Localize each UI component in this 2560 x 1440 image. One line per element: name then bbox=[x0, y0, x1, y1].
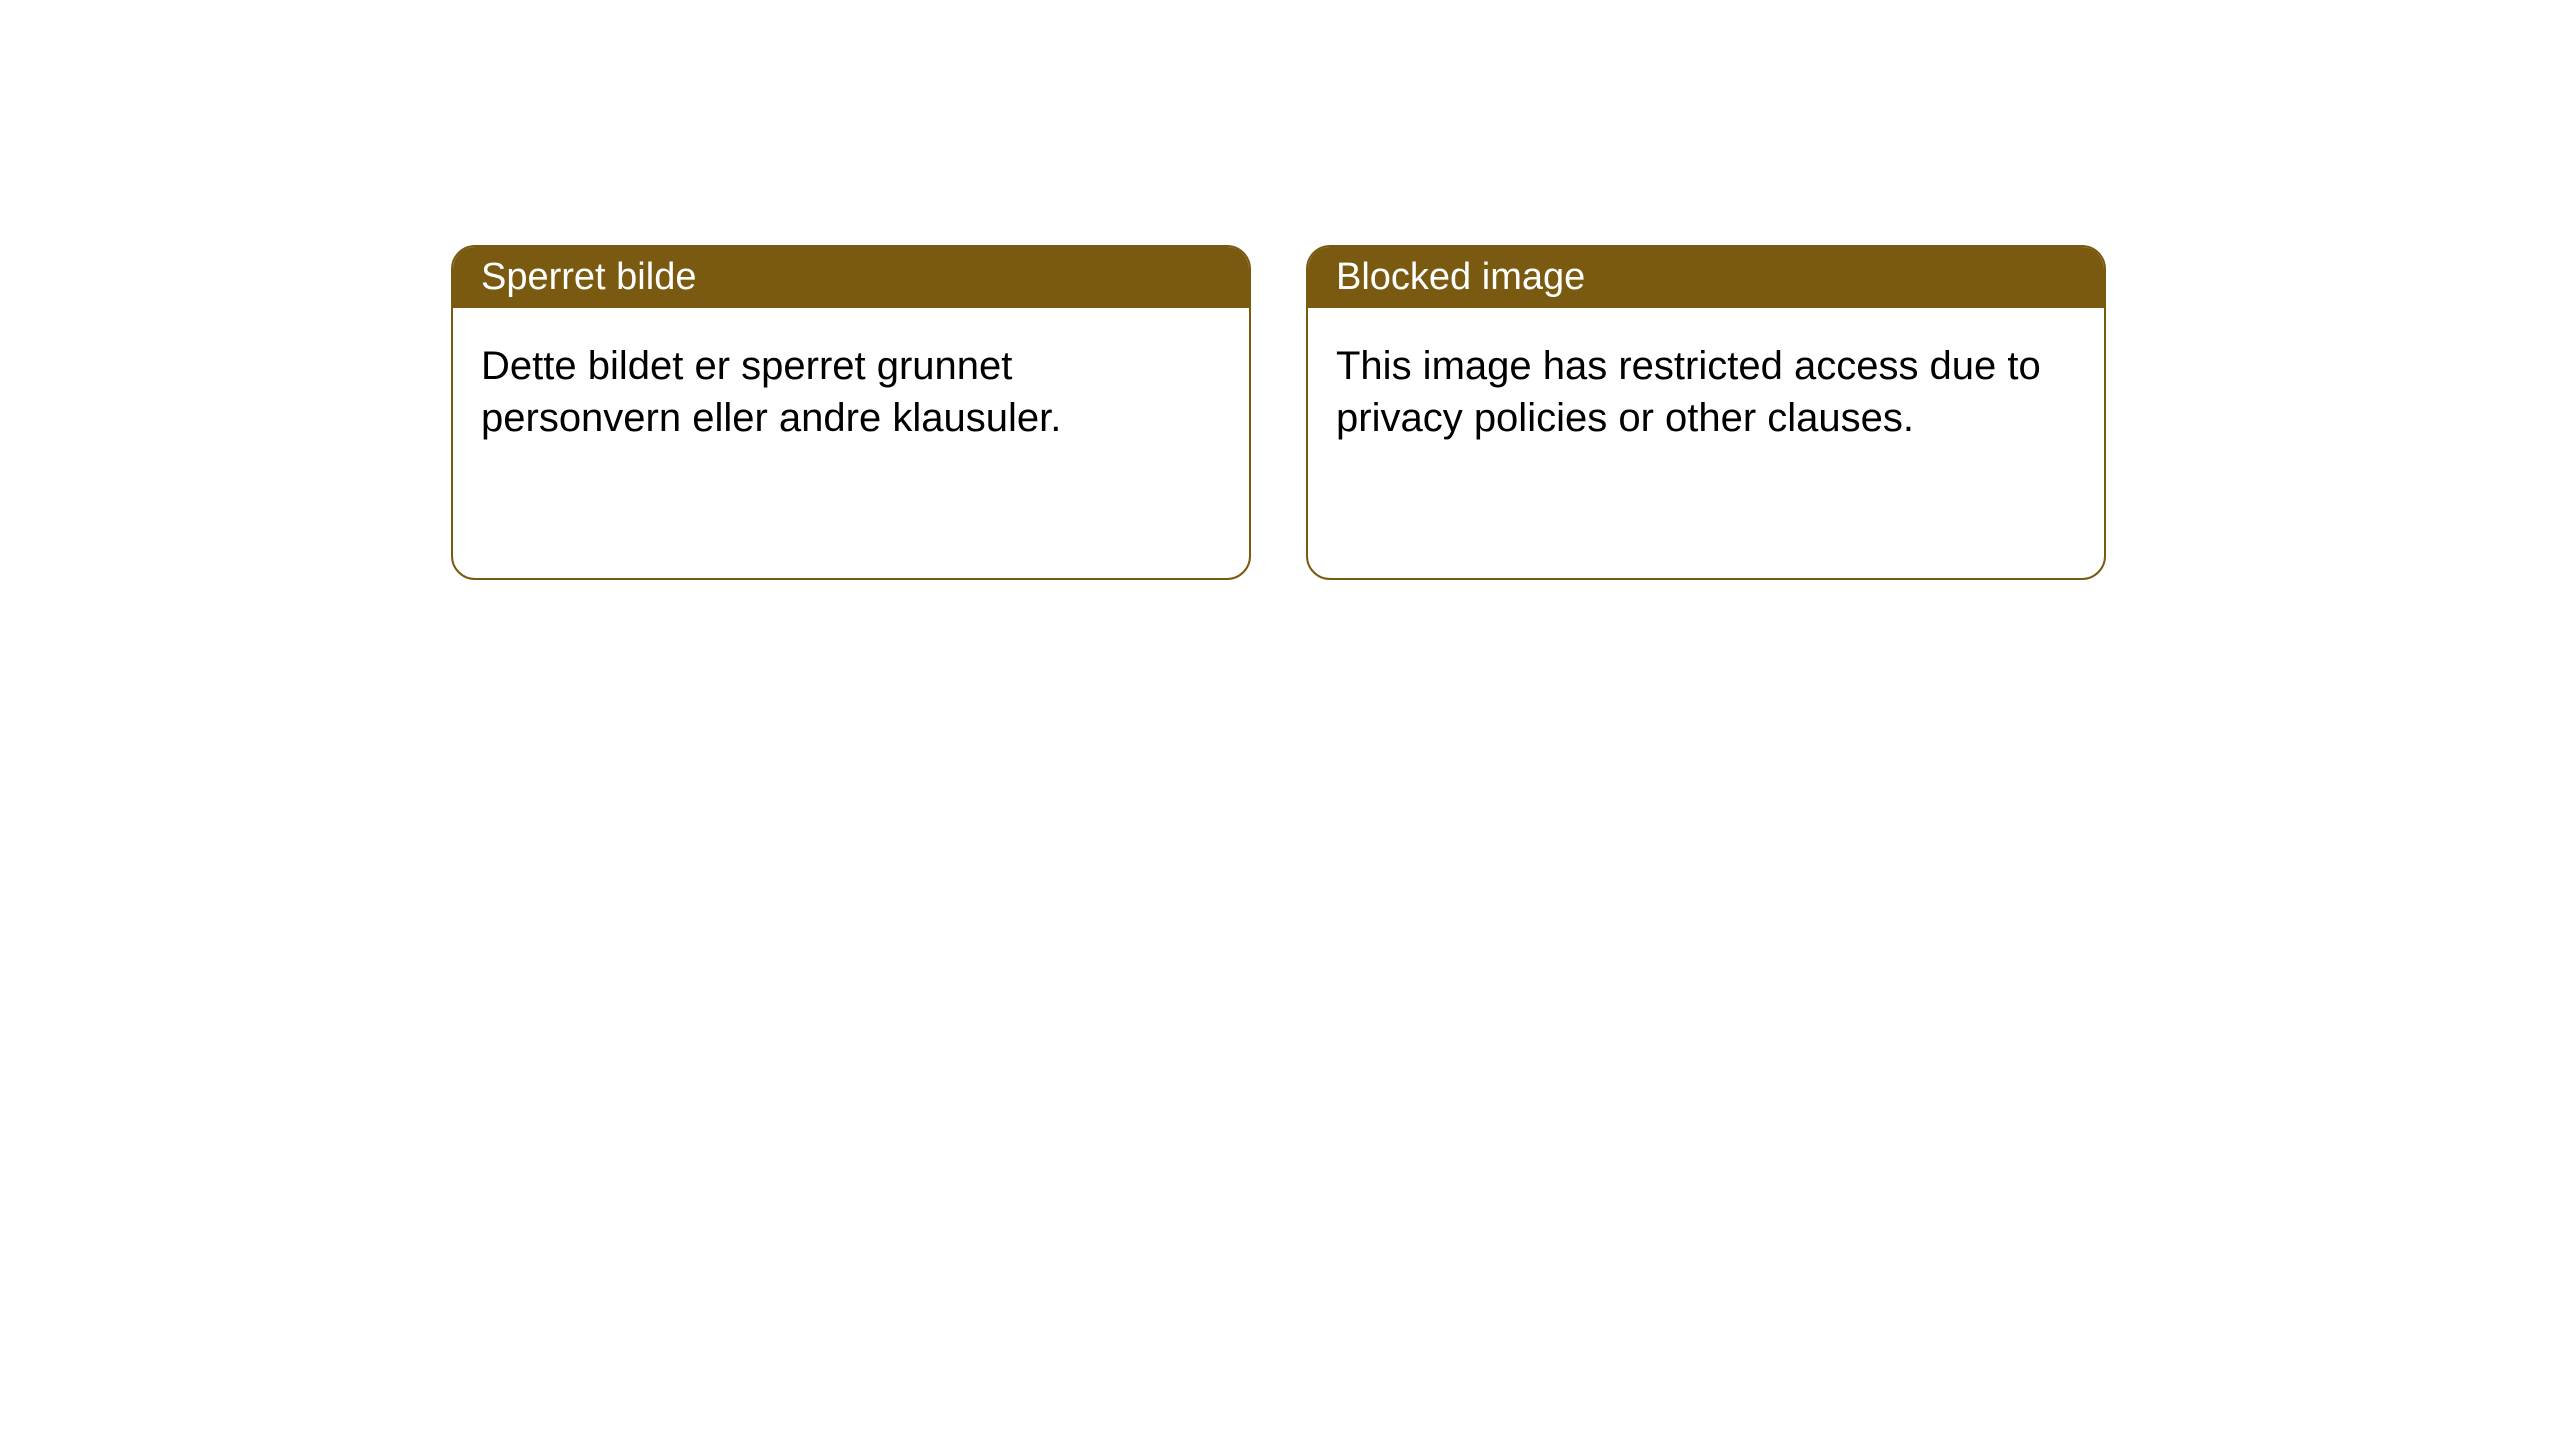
notice-body-text: Dette bildet er sperret grunnet personve… bbox=[481, 344, 1061, 440]
notice-card-english: Blocked image This image has restricted … bbox=[1306, 245, 2106, 580]
notice-card-norwegian: Sperret bilde Dette bildet er sperret gr… bbox=[451, 245, 1251, 580]
notice-header-text: Blocked image bbox=[1336, 256, 1585, 298]
notice-header-text: Sperret bilde bbox=[481, 256, 696, 298]
notice-body-norwegian: Dette bildet er sperret grunnet personve… bbox=[453, 308, 1249, 476]
notice-body-text: This image has restricted access due to … bbox=[1336, 344, 2041, 440]
notice-header-norwegian: Sperret bilde bbox=[453, 247, 1249, 308]
notice-header-english: Blocked image bbox=[1308, 247, 2104, 308]
notice-container: Sperret bilde Dette bildet er sperret gr… bbox=[451, 245, 2106, 580]
notice-body-english: This image has restricted access due to … bbox=[1308, 308, 2104, 476]
